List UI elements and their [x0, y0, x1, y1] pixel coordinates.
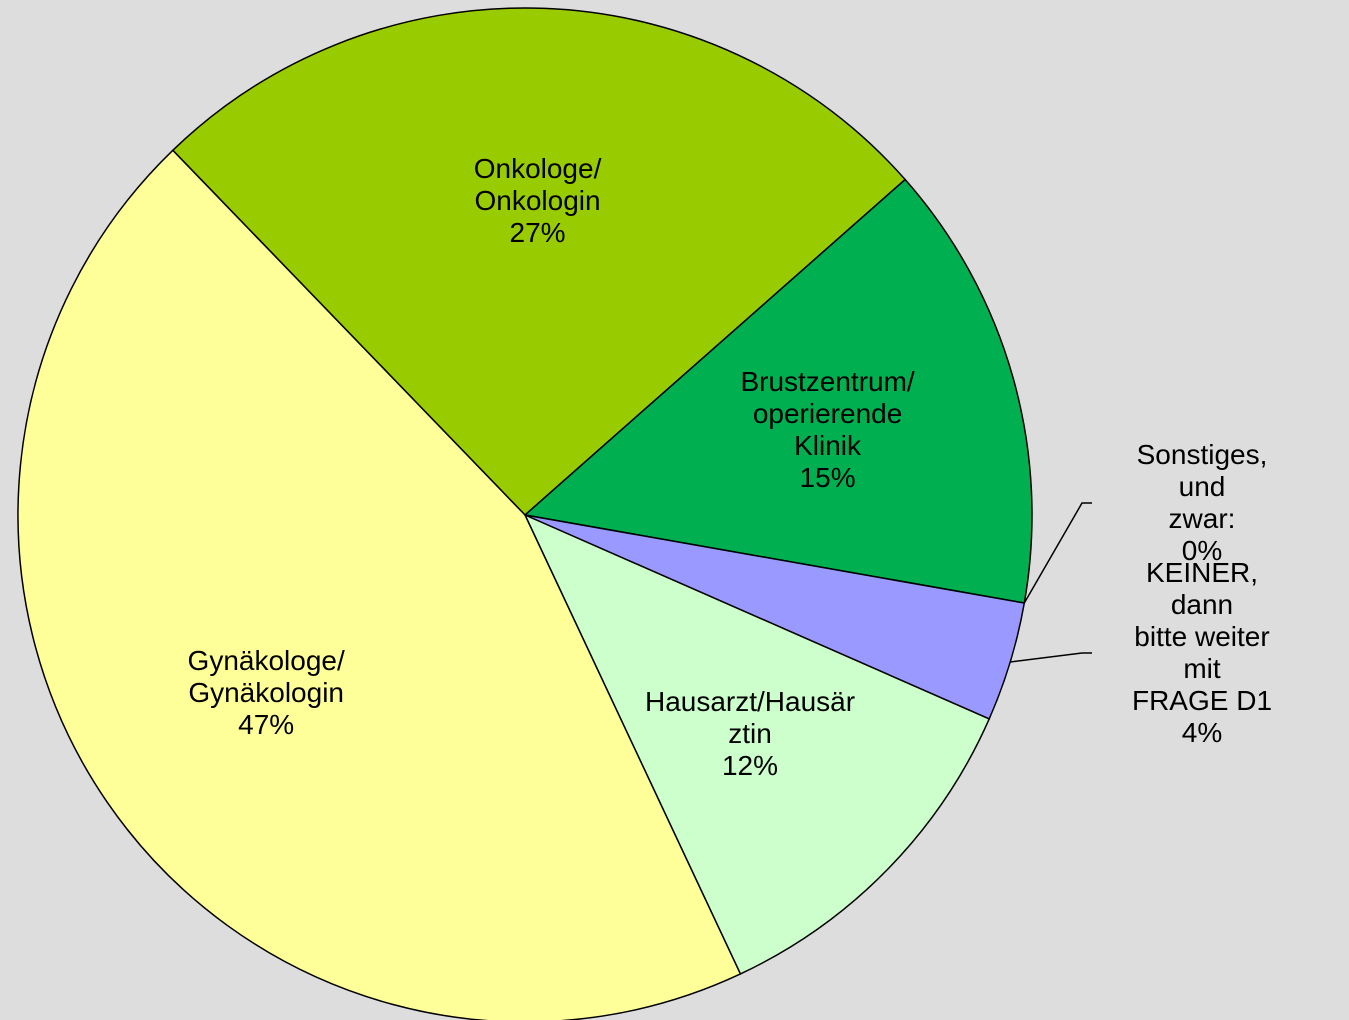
slice-name: Hausarzt/Hausär ztin: [644, 686, 856, 750]
slice-value: 0%: [1181, 535, 1223, 567]
slice-label: Gynäkologe/ Gynäkologin 47%: [188, 645, 345, 741]
slice-name: KEINER, dann bitte weiter mit FRAGE D1: [1131, 557, 1273, 717]
slice-name: Sonstiges, und zwar:: [1136, 439, 1268, 535]
slice-label: KEINER, dann bitte weiter mit FRAGE D1 4%: [1129, 557, 1276, 749]
slice-name: Onkologe/ Onkologin: [473, 152, 602, 216]
pie-slice: [523, 513, 991, 975]
slice-name: Gynäkologe/ Gynäkologin: [187, 645, 345, 709]
slice-value: 4%: [1181, 717, 1223, 749]
slice-value: 47%: [238, 709, 295, 741]
slice-value: 27%: [509, 216, 566, 248]
leader-line: [1023, 502, 1092, 604]
pie-slice: [17, 149, 742, 1020]
slice-label: Hausarzt/Hausär ztin 12%: [645, 686, 855, 782]
slice-label: Sonstiges, und zwar: 0%: [1129, 439, 1276, 567]
slice-value: 15%: [799, 461, 856, 493]
slice-label: Brustzentrum/ operierende Klinik 15%: [740, 366, 914, 494]
slice-label: Onkologe/ Onkologin 27%: [474, 153, 602, 249]
pie-slice: [523, 178, 1033, 604]
slice-name: Brustzentrum/ operierende Klinik: [740, 365, 915, 461]
pie-slice: [171, 7, 907, 517]
slice-value: 12%: [721, 750, 779, 782]
leader-line: [1010, 652, 1092, 663]
